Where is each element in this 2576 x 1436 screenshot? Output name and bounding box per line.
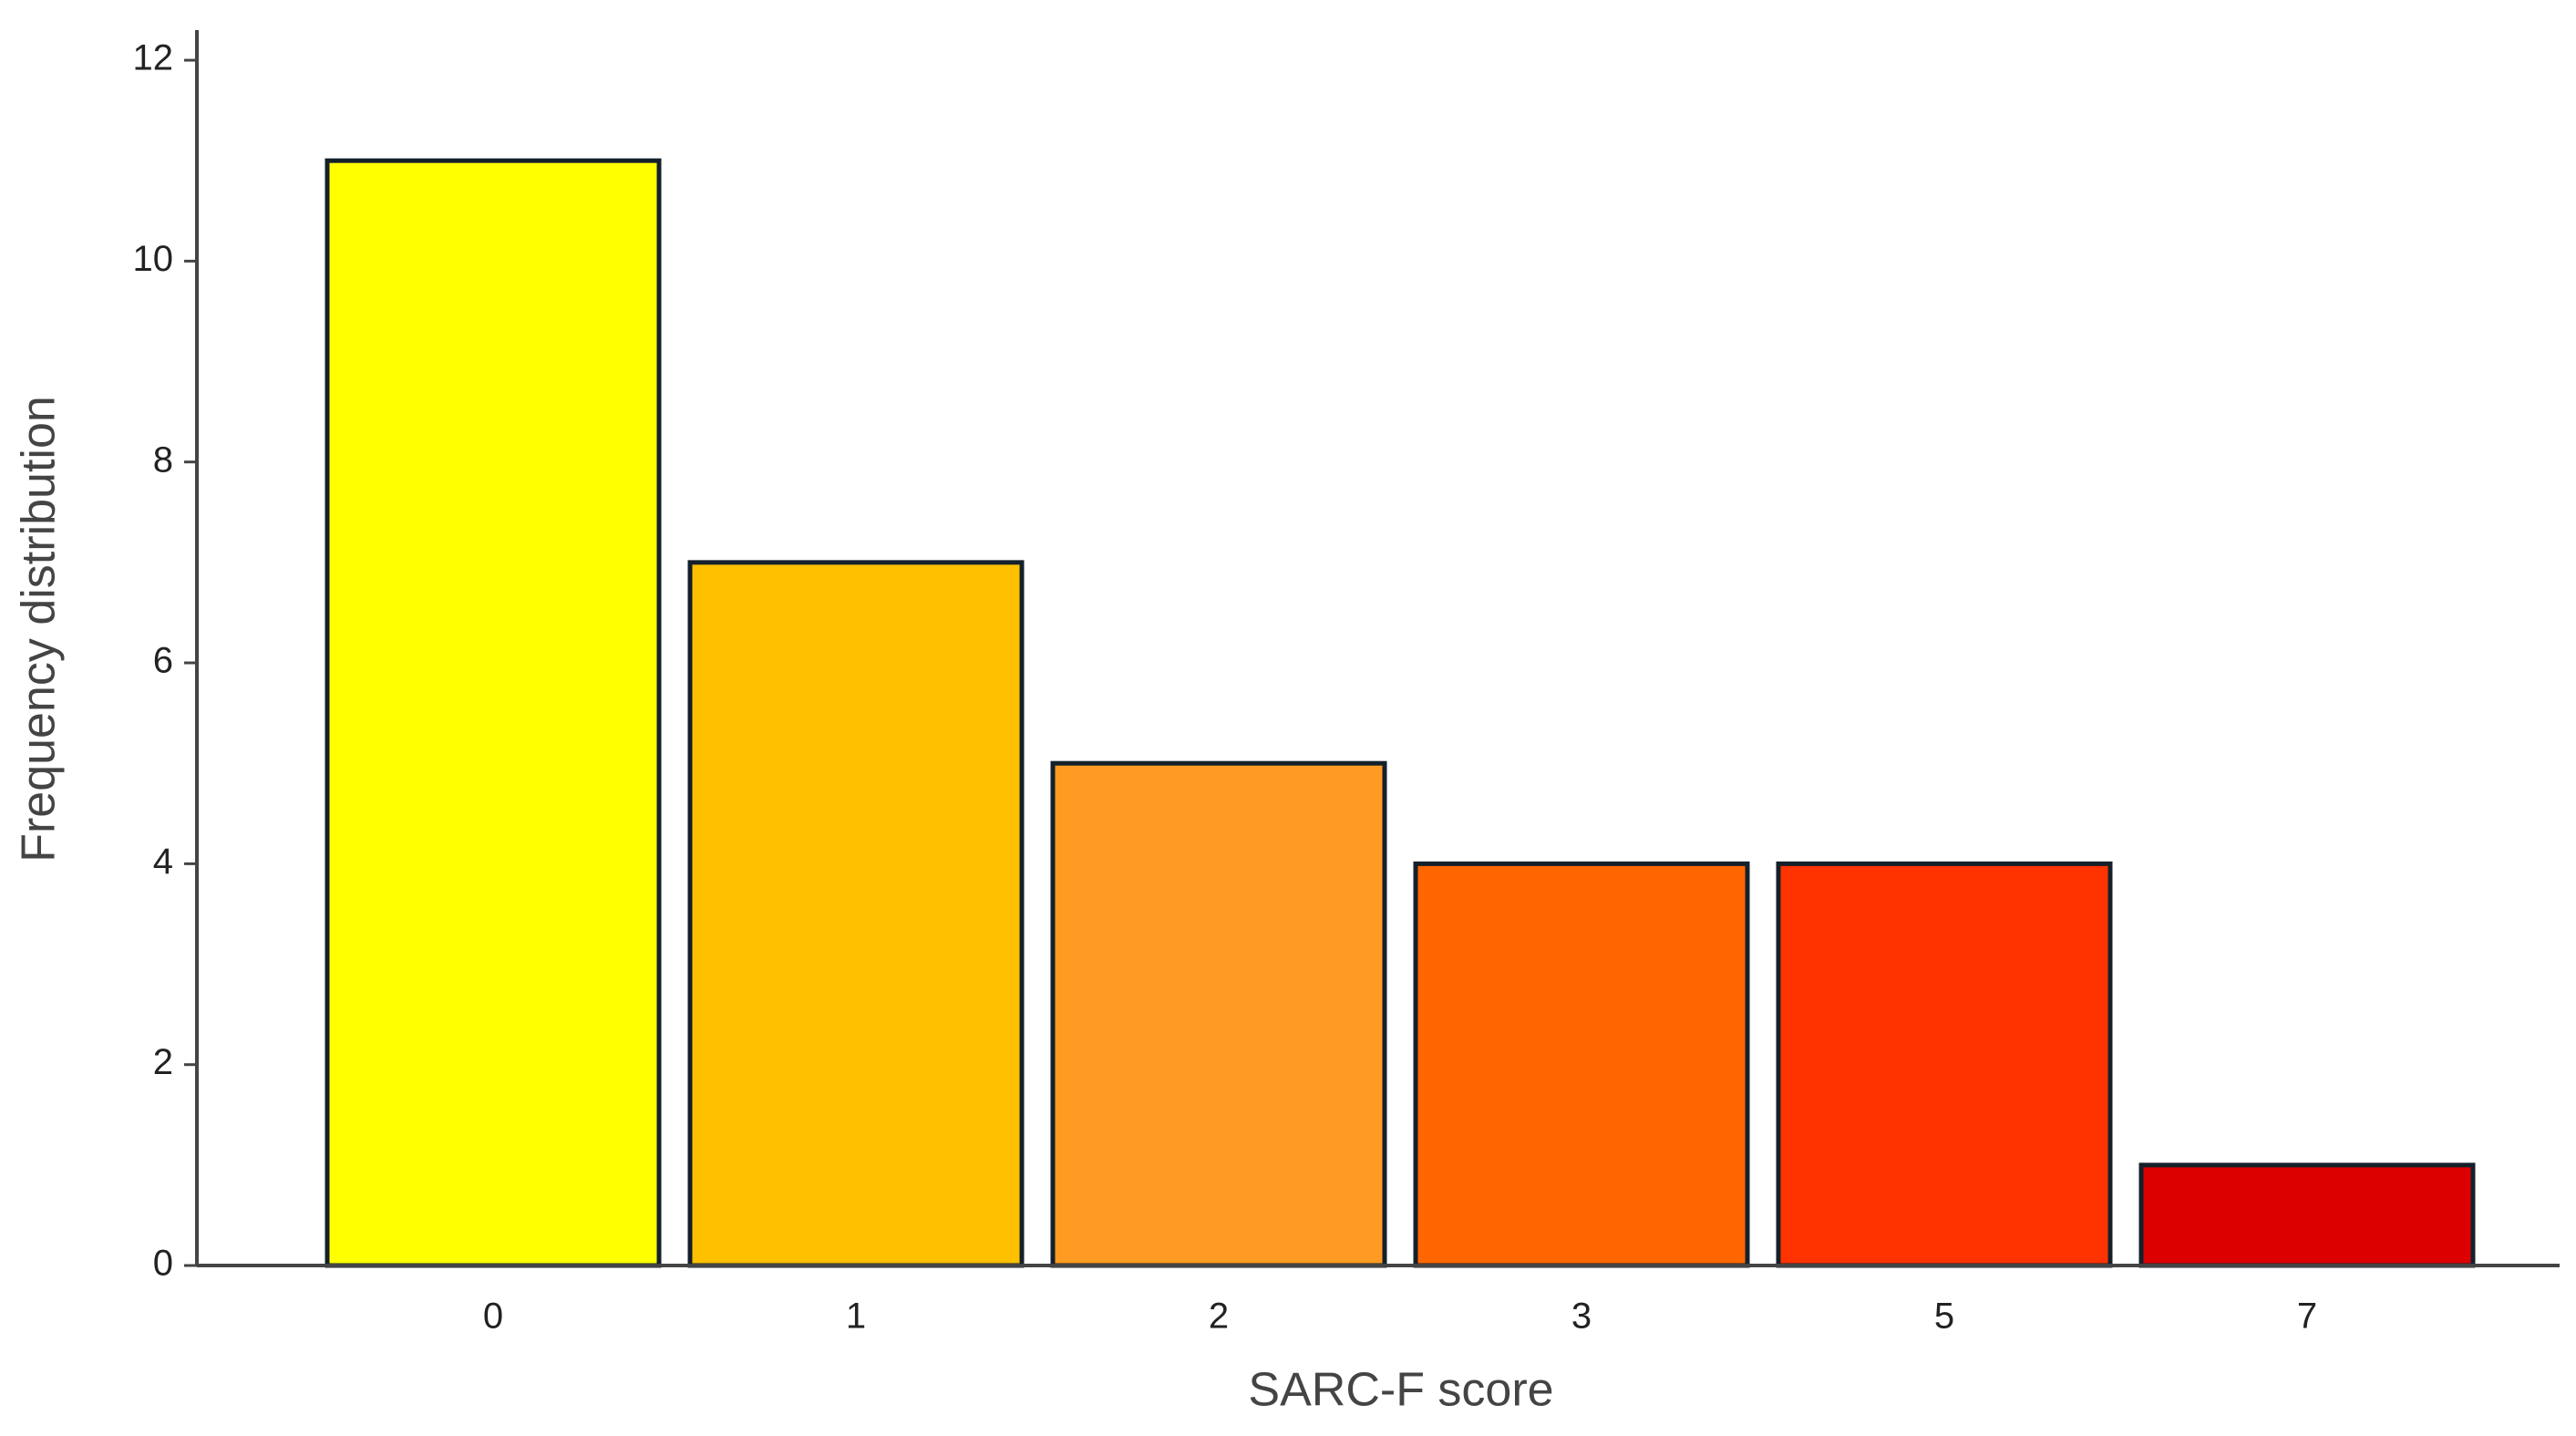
- x-tick-label: 3: [1571, 1297, 1592, 1337]
- y-tick-label: 4: [153, 842, 173, 882]
- x-tick-label: 2: [1209, 1297, 1229, 1337]
- x-tick-label: 7: [2297, 1297, 2317, 1337]
- y-axis-title: Frequency distribution: [13, 396, 66, 863]
- bar: [1413, 861, 1750, 1268]
- y-tick-label: 12: [133, 38, 174, 78]
- x-tick-label: 5: [1934, 1297, 1954, 1337]
- bar: [1050, 760, 1387, 1268]
- bar: [2138, 1162, 2476, 1268]
- y-tick-label: 10: [133, 239, 174, 279]
- bar: [1776, 861, 2113, 1268]
- y-tick-label: 8: [153, 439, 173, 480]
- x-tick-label: 0: [483, 1297, 503, 1337]
- bar: [687, 560, 1025, 1268]
- x-tick-label: 1: [846, 1297, 866, 1337]
- bar: [325, 158, 662, 1268]
- y-tick-label: 0: [153, 1244, 173, 1284]
- y-tick-label: 6: [153, 641, 173, 681]
- x-axis-title: SARC-F score: [1248, 1364, 1553, 1417]
- y-tick-label: 2: [153, 1042, 173, 1082]
